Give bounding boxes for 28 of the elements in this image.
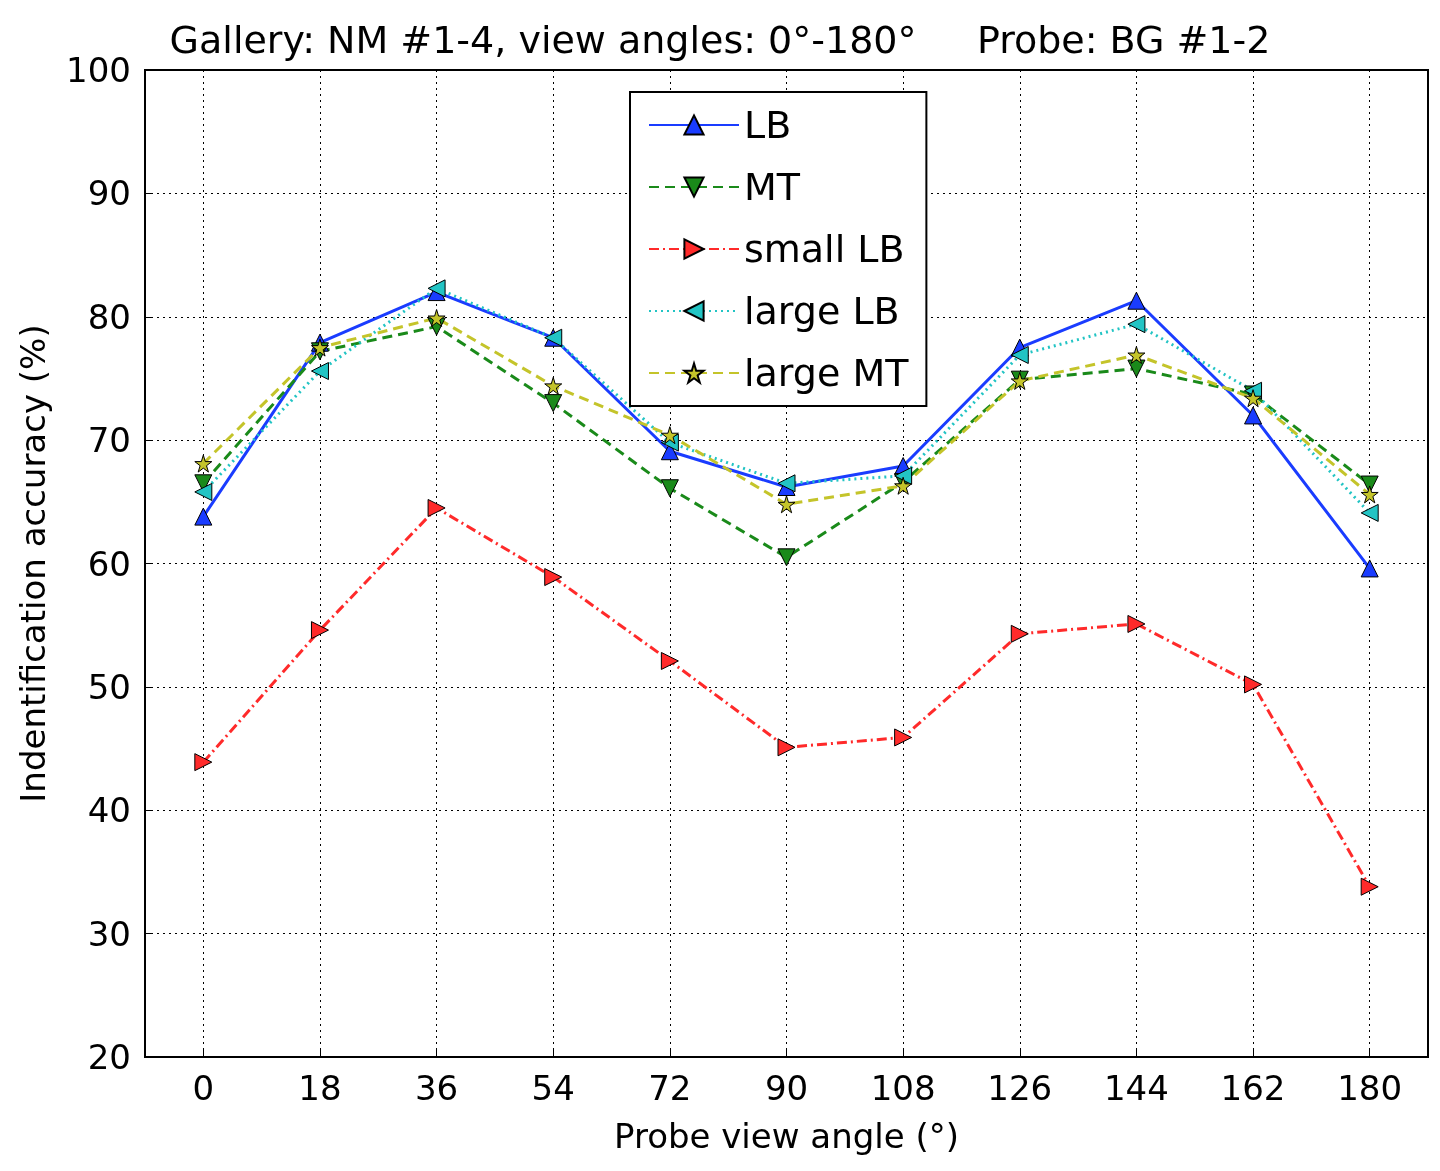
legend-label: MT	[744, 165, 801, 209]
x-tick-label: 126	[987, 1068, 1053, 1108]
x-tick-label: 144	[1103, 1068, 1169, 1108]
chart-title: Gallery: NM #1-4, view angles: 0°-180° Probe: BG #1-2	[169, 18, 1271, 62]
y-tick-label: 40	[87, 790, 131, 831]
x-tick-label: 18	[298, 1068, 342, 1108]
y-axis-title: Indentification accuracy (%)	[13, 324, 53, 803]
x-tick-label: 180	[1337, 1068, 1403, 1108]
y-tick-label: 60	[87, 543, 131, 584]
x-tick-label: 72	[648, 1068, 692, 1108]
x-tick-label: 54	[531, 1068, 575, 1108]
x-tick-label: 0	[192, 1068, 215, 1108]
legend-label: large LB	[744, 289, 900, 333]
y-tick-label: 20	[87, 1037, 131, 1077]
y-tick-label: 50	[87, 666, 131, 707]
x-axis-title: Probe view angle (°)	[613, 1116, 960, 1156]
y-tick-label: 100	[66, 50, 131, 90]
x-tick-label: 90	[764, 1068, 809, 1108]
legend-label: large MT	[744, 351, 910, 395]
legend-label: small LB	[744, 227, 905, 271]
x-tick-label: 162	[1220, 1068, 1286, 1108]
x-tick-label: 108	[870, 1068, 936, 1108]
y-tick-label: 80	[87, 296, 131, 337]
y-tick-label: 90	[87, 173, 131, 214]
y-tick-label: 30	[87, 913, 131, 954]
x-tick-label: 36	[414, 1068, 459, 1108]
y-tick-label: 70	[87, 420, 131, 461]
legend-label: LB	[744, 103, 792, 147]
